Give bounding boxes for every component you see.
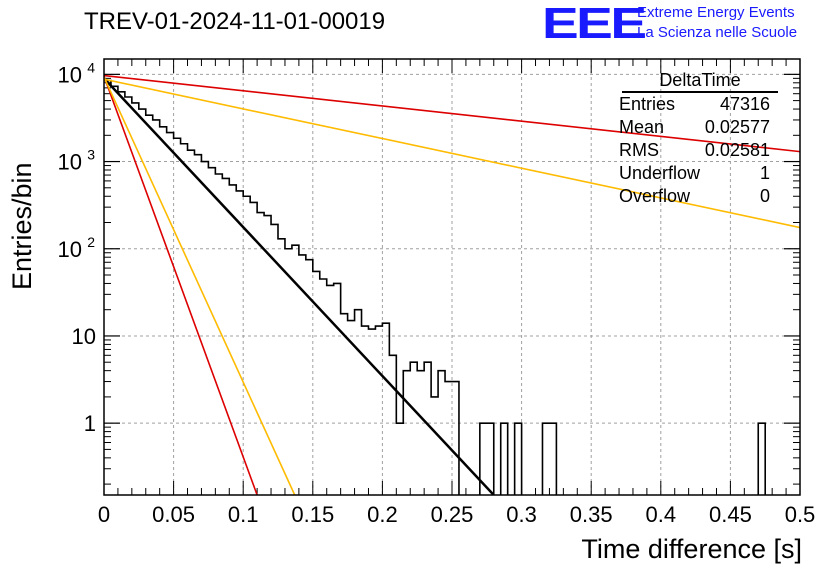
stats-label: Mean <box>619 117 665 137</box>
stats-row-mean: Mean 0.02577 <box>612 116 778 139</box>
y-tick-label: 1 <box>84 411 96 436</box>
x-tick-label: 0.45 <box>709 502 752 527</box>
eee-logo: EEE <box>542 0 647 48</box>
x-tick-label: 0.5 <box>785 502 816 527</box>
stats-value: 0 <box>759 186 770 206</box>
stats-row-entries: Entries 47316 <box>612 93 778 116</box>
y-tick-exponent: 3 <box>87 147 95 163</box>
x-tick-label: 0 <box>98 502 110 527</box>
chart-title: TREV-01-2024-11-01-00019 <box>84 8 386 35</box>
stats-label: Entries <box>619 94 676 114</box>
x-tick-label: 0.05 <box>152 502 195 527</box>
series-line <box>104 78 800 229</box>
series-line <box>104 76 258 495</box>
stats-row-underflow: Underflow 1 <box>612 162 778 185</box>
stats-value: 1 <box>759 163 770 183</box>
logo-line-2: La Scienza nelle Scuole <box>637 24 798 41</box>
x-tick-label: 0.4 <box>646 502 677 527</box>
x-tick-label: 0.3 <box>506 502 537 527</box>
stats-row-overflow: Overflow 0 <box>612 185 778 208</box>
stats-value: 0.02577 <box>704 117 770 137</box>
x-tick-label: 0.25 <box>431 502 474 527</box>
y-tick-exponent: 4 <box>87 59 95 75</box>
x-axis-label: Time difference [s] <box>581 534 802 564</box>
stats-label: RMS <box>619 140 659 160</box>
y-tick-label: 10 <box>58 150 82 175</box>
y-tick-label: 10 <box>72 324 96 349</box>
series-line <box>104 77 495 495</box>
x-tick-label: 0.35 <box>570 502 613 527</box>
series-line <box>104 76 296 495</box>
logo-line-1: Extreme Energy Events <box>637 4 795 21</box>
stats-value: 47316 <box>719 94 770 114</box>
x-tick-label: 0.1 <box>228 502 259 527</box>
y-tick-label: 10 <box>58 237 82 262</box>
y-tick-exponent: 2 <box>87 234 95 250</box>
stats-row-rms: RMS 0.02581 <box>612 139 778 162</box>
logo-caption: Extreme Energy Events La Scienza nelle S… <box>637 3 797 43</box>
stats-title: DeltaTime <box>622 69 778 93</box>
stats-box: DeltaTime Entries 47316 Mean 0.02577 RMS… <box>612 69 778 208</box>
stats-label: Underflow <box>619 163 701 183</box>
plot-frame <box>103 58 801 496</box>
y-tick-label: 10 <box>58 62 82 87</box>
histogram-bars <box>104 79 766 495</box>
x-tick-label: 0.15 <box>291 502 334 527</box>
stats-label: Overflow <box>619 186 691 206</box>
x-tick-label: 0.2 <box>367 502 398 527</box>
series-line <box>104 74 800 153</box>
y-axis-label: Entries/bin <box>7 162 37 290</box>
stats-value: 0.02581 <box>704 140 770 160</box>
